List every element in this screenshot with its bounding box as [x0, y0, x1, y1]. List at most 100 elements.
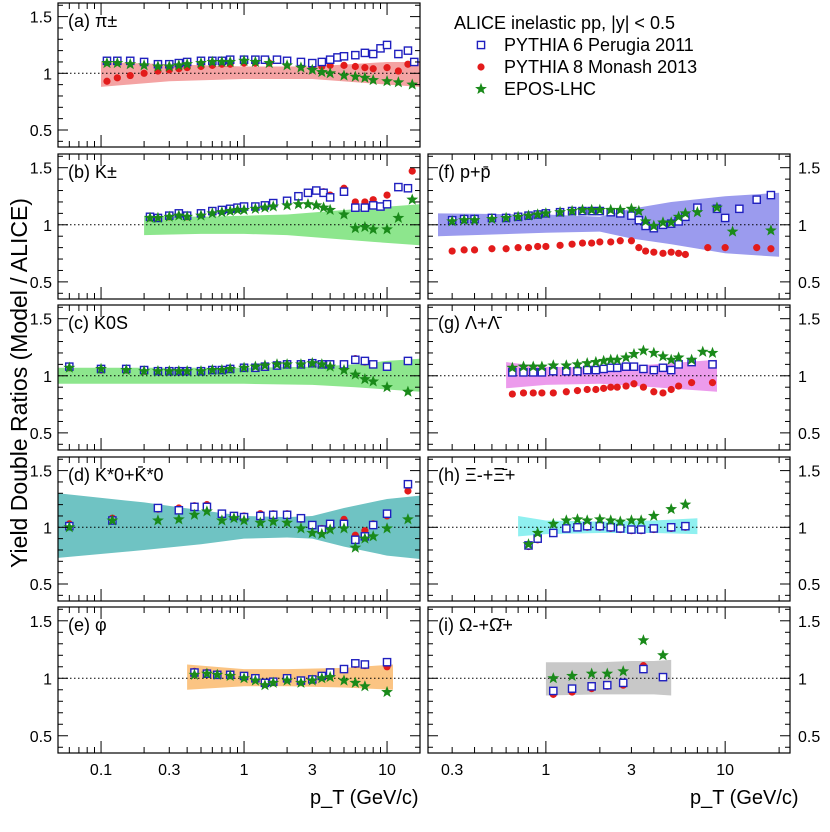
epos-point	[195, 365, 207, 377]
pythia8-point	[578, 239, 587, 247]
pythia6-point	[325, 55, 335, 64]
epos-point	[625, 514, 638, 526]
pythia8-point	[538, 389, 546, 397]
panel-label: (g) Λ+Λ̄	[438, 313, 503, 333]
pythia6-point	[766, 190, 776, 200]
epos-point	[647, 509, 660, 521]
pythia6-point	[296, 513, 306, 523]
epos-point	[338, 674, 350, 686]
pythia6-point	[368, 520, 378, 530]
epos-point	[486, 212, 498, 225]
pythia6-point	[681, 521, 690, 531]
pythia6-point	[382, 199, 392, 209]
pythia8-point	[650, 248, 658, 256]
panel-i: 0.5 1 1.5 0.3 1 3 10 (i) Ω-+Ω̄+	[427, 606, 820, 779]
epos-point	[324, 203, 337, 215]
y-tick-label: 1.5	[30, 161, 52, 178]
epos-point	[597, 354, 610, 366]
panel-frame	[427, 456, 791, 602]
epos-point	[306, 357, 319, 369]
epos-point	[281, 674, 293, 686]
epos-series	[144, 193, 419, 235]
x-axis-label-right: p_T (GeV/c)	[690, 787, 799, 809]
y-tick-label: 1	[798, 520, 807, 537]
epos-point	[581, 357, 594, 369]
epos-point	[249, 360, 262, 372]
x-tick-label: 3	[308, 762, 317, 779]
panel-g: 0.5 1 1.5 (g) Λ+Λ̄	[427, 304, 820, 451]
uncertainty-band	[58, 493, 420, 559]
pythia6-point	[382, 657, 392, 667]
epos-point	[637, 344, 650, 356]
epos-point	[206, 363, 219, 376]
pythia8-point	[508, 390, 516, 398]
pythia6-point	[272, 55, 282, 64]
pythia8-point	[573, 387, 582, 395]
pythia6-point	[658, 363, 668, 373]
epos-point	[349, 70, 362, 82]
epos-point	[576, 203, 589, 215]
epos-point	[468, 214, 481, 226]
pythia6-point	[360, 48, 370, 58]
pythia8-point	[340, 61, 348, 69]
epos-point	[324, 67, 337, 79]
epos-point	[124, 58, 137, 70]
epos-point	[665, 502, 678, 515]
y-tick-label: 1	[798, 369, 807, 386]
epos-point	[281, 516, 293, 528]
epos-point	[585, 667, 598, 679]
pythia8-point	[627, 237, 636, 245]
y-tick-label: 1.5	[798, 614, 820, 631]
epos-point	[517, 360, 530, 372]
epos-point	[152, 365, 164, 377]
epos-point	[249, 674, 262, 686]
pythia6-series	[549, 664, 668, 696]
pythia6-point	[573, 366, 582, 376]
epos-point	[315, 527, 328, 540]
pythia6-point	[627, 211, 636, 220]
pythia8-point	[667, 385, 675, 394]
pythia8-point	[681, 250, 689, 259]
pythia8-point	[542, 242, 550, 251]
pythia8-point	[383, 64, 391, 72]
pythia8-series	[508, 379, 717, 398]
y-tick-label: 0.5	[798, 577, 820, 594]
epos-series	[446, 201, 777, 237]
pythia6-point	[591, 365, 601, 375]
legend-label: PYTHIA 8 Monash 2013	[504, 57, 697, 77]
epos-point	[625, 202, 638, 214]
epos-point	[152, 514, 164, 526]
epos-point	[138, 365, 150, 377]
epos-point	[206, 207, 219, 219]
epos-point	[458, 214, 471, 226]
y-tick-label: 1.5	[30, 312, 52, 329]
epos-point	[302, 198, 314, 210]
epos-point	[679, 207, 692, 219]
y-tick-label: 1	[43, 66, 52, 83]
pythia6-point	[708, 360, 717, 369]
x-tick-label: 0.3	[441, 762, 463, 779]
epos-point	[522, 209, 535, 221]
epos-series	[506, 344, 719, 373]
pythia6-point	[649, 524, 659, 533]
epos-point	[547, 672, 560, 684]
epos-point	[181, 210, 194, 222]
x-tick-label: 1	[541, 762, 550, 779]
epos-point	[665, 216, 678, 228]
panel-label: (c) K0S	[68, 313, 128, 333]
panel-b: 0.5 1 1.5 (b) K±	[30, 153, 421, 300]
pythia6-point	[351, 355, 360, 365]
epos-point	[201, 505, 213, 517]
pythia8-point	[519, 389, 528, 397]
epos-point	[560, 514, 573, 526]
pythia8-point	[667, 248, 675, 256]
epos-point	[657, 649, 669, 661]
epos-point	[392, 76, 405, 88]
epos-point	[349, 676, 362, 688]
y-tick-label: 1	[43, 520, 52, 537]
epos-point	[324, 523, 337, 535]
epos-point	[604, 203, 617, 215]
panel-frame	[57, 304, 421, 451]
epos-point	[188, 508, 201, 520]
